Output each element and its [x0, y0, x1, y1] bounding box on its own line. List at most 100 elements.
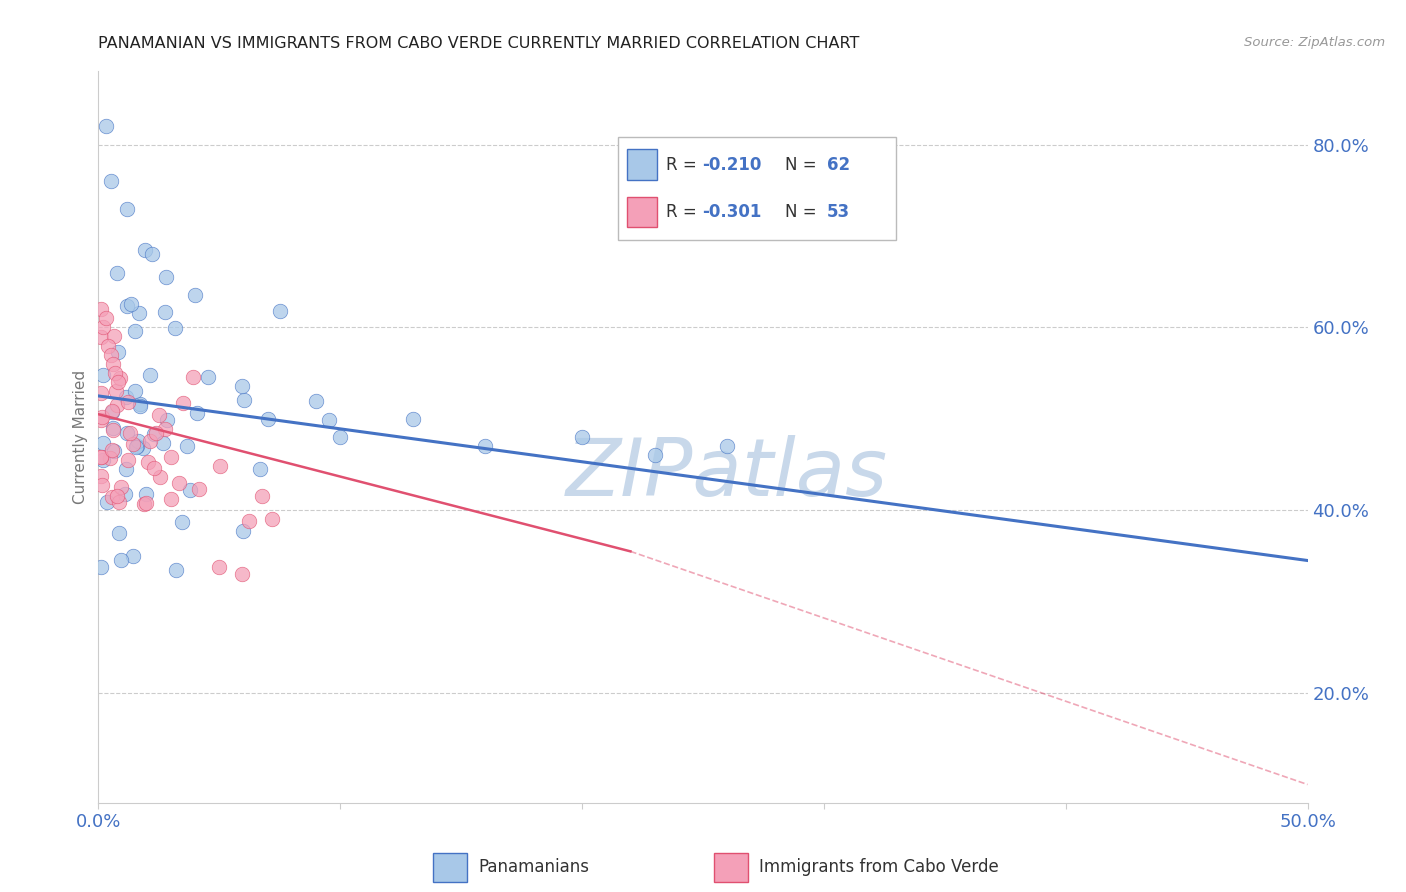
Point: [132, 496, 155, 510]
Point: [172, 515, 194, 529]
Point: [124, 384, 146, 399]
Point: [96, 494, 118, 508]
Point: [98, 450, 121, 465]
Point: [129, 399, 152, 413]
Point: [153, 422, 176, 436]
Point: [186, 406, 208, 420]
Point: [318, 413, 340, 427]
Point: [250, 489, 273, 503]
FancyBboxPatch shape: [619, 137, 897, 240]
Point: [97, 338, 120, 352]
FancyBboxPatch shape: [627, 196, 657, 227]
Point: [142, 461, 165, 475]
Point: [644, 448, 666, 462]
Point: [90, 469, 112, 483]
Point: [149, 470, 172, 484]
Point: [91, 453, 114, 467]
Point: [101, 423, 124, 437]
Point: [402, 412, 425, 426]
Point: [129, 396, 152, 410]
Point: [232, 524, 254, 539]
Point: [90, 410, 112, 425]
Text: R =: R =: [665, 203, 702, 221]
Point: [269, 304, 291, 318]
Point: [110, 480, 132, 494]
Point: [117, 202, 139, 216]
Point: [208, 560, 231, 574]
Point: [90, 450, 112, 464]
Text: ZIPatlas: ZIPatlas: [567, 434, 889, 513]
Point: [169, 475, 191, 490]
Point: [231, 566, 253, 581]
Point: [90, 301, 112, 317]
Point: [101, 421, 124, 435]
Point: [165, 321, 187, 335]
Point: [117, 453, 139, 467]
Point: [101, 443, 124, 458]
Point: [179, 483, 201, 497]
Point: [118, 425, 141, 440]
Point: [155, 304, 177, 318]
Point: [160, 492, 183, 507]
Point: [91, 368, 114, 383]
Point: [159, 450, 181, 465]
Point: [152, 435, 174, 450]
Point: [120, 297, 142, 311]
Point: [103, 328, 125, 343]
Point: [232, 392, 254, 407]
Point: [100, 490, 122, 504]
Text: -0.301: -0.301: [702, 203, 761, 221]
Point: [231, 379, 253, 393]
Point: [90, 560, 112, 574]
Point: [101, 404, 124, 418]
Point: [115, 390, 138, 404]
Point: [155, 270, 177, 285]
Point: [100, 174, 122, 188]
Point: [187, 482, 209, 496]
Text: R =: R =: [665, 156, 702, 174]
Point: [94, 311, 117, 326]
Point: [571, 430, 593, 444]
Point: [105, 266, 128, 280]
Point: [145, 426, 167, 441]
Point: [142, 427, 165, 442]
Point: [100, 348, 122, 362]
Point: [249, 462, 271, 476]
Point: [141, 247, 163, 261]
Point: [101, 405, 124, 419]
Point: [135, 496, 157, 510]
Point: [136, 455, 159, 469]
Point: [132, 441, 155, 455]
Point: [107, 345, 129, 359]
Point: [134, 244, 156, 258]
Point: [716, 439, 738, 453]
Point: [117, 394, 139, 409]
Point: [238, 514, 260, 528]
Text: -0.210: -0.210: [702, 156, 761, 174]
Point: [262, 512, 284, 526]
Point: [103, 443, 125, 458]
Point: [139, 434, 162, 448]
Point: [104, 366, 127, 380]
Text: 53: 53: [827, 203, 851, 221]
Point: [208, 459, 231, 474]
Point: [474, 439, 496, 453]
Point: [122, 549, 145, 564]
Point: [165, 562, 187, 576]
Point: [156, 413, 179, 427]
Point: [117, 425, 139, 440]
Text: Immigrants from Cabo Verde: Immigrants from Cabo Verde: [759, 858, 1000, 877]
Point: [181, 369, 204, 384]
Point: [135, 487, 157, 501]
Point: [105, 489, 128, 503]
FancyBboxPatch shape: [627, 150, 657, 180]
Point: [91, 320, 114, 334]
Point: [305, 393, 328, 408]
Point: [184, 288, 207, 302]
Point: [148, 408, 170, 422]
Point: [108, 494, 131, 508]
Point: [90, 413, 112, 427]
Text: PANAMANIAN VS IMMIGRANTS FROM CABO VERDE CURRENTLY MARRIED CORRELATION CHART: PANAMANIAN VS IMMIGRANTS FROM CABO VERDE…: [98, 36, 860, 51]
Text: Panamanians: Panamanians: [478, 858, 589, 877]
Point: [91, 436, 114, 450]
